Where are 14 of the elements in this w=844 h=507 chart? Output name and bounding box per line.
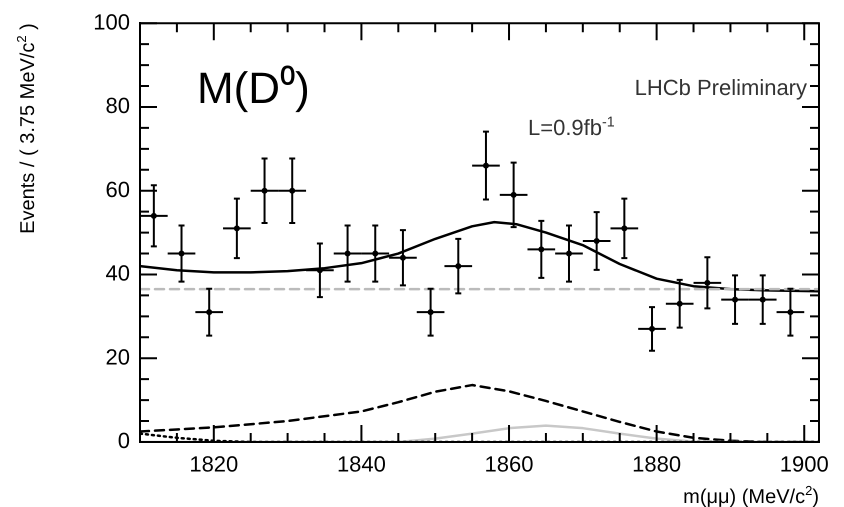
x-tick-label: 1880	[632, 451, 682, 476]
annotation: LHCb Preliminary	[634, 75, 808, 100]
y-tick-label: 60	[106, 176, 130, 202]
x-tick-label: 1900	[780, 451, 829, 476]
annotation: M(D⁰)	[197, 64, 310, 114]
y-tick-label: 0	[118, 428, 130, 454]
y-axis-title: Events / ( 3.75 MeV/c2 )	[14, 23, 39, 234]
x-tick-label: 1840	[336, 451, 386, 476]
y-tick-label: 100	[93, 9, 130, 34]
x-tick-label: 1860	[484, 451, 534, 476]
y-tick-label: 40	[106, 260, 130, 286]
x-tick-label: 1820	[189, 451, 238, 476]
y-tick-label: 80	[106, 93, 130, 118]
y-tick-label: 20	[106, 344, 130, 370]
